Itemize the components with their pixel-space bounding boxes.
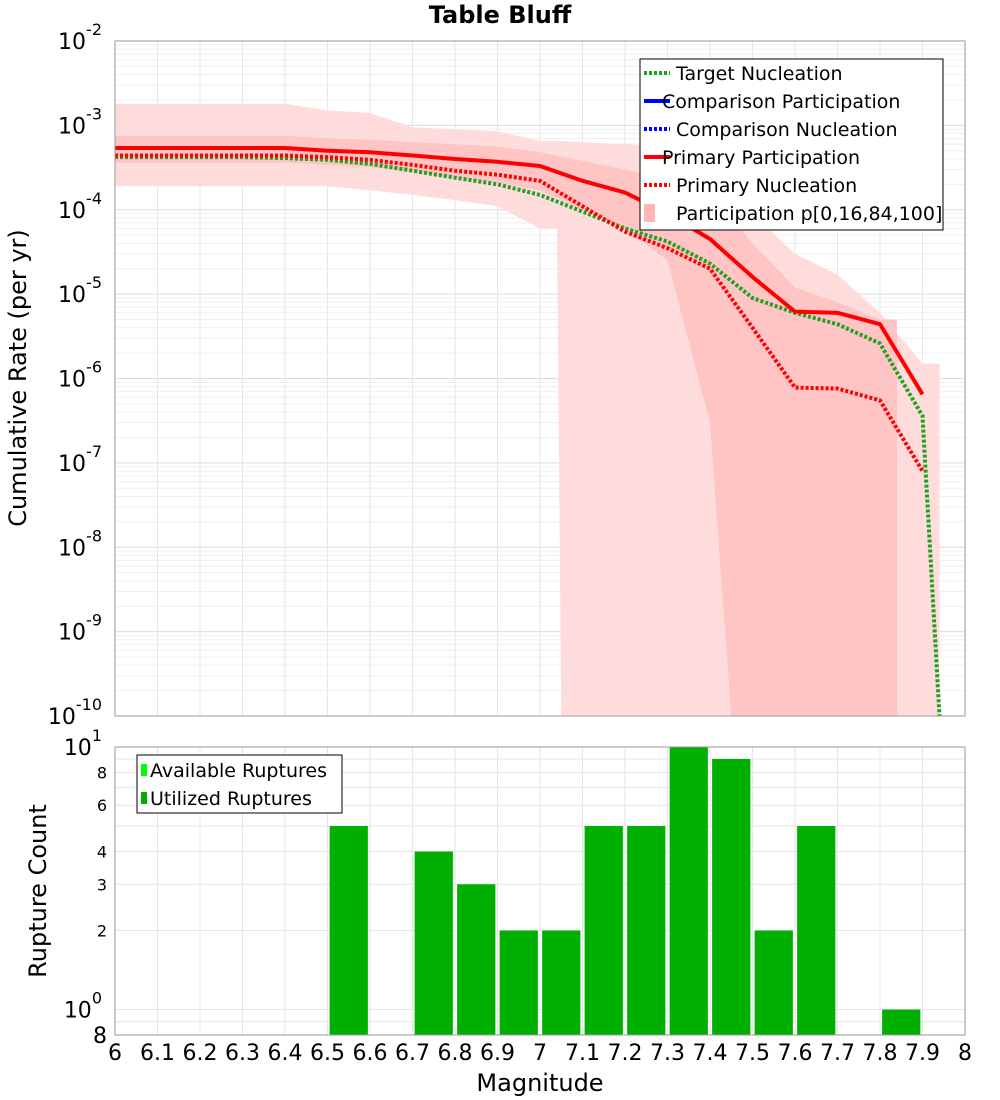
- rupture-legend: Available Ruptures Utilized Ruptures: [136, 754, 343, 814]
- y-tick-label: 101: [64, 726, 102, 761]
- x-tick-label: 7.3: [650, 1041, 685, 1066]
- rupture-bar: [669, 747, 708, 1035]
- x-tick-label: 6.8: [438, 1041, 473, 1066]
- rate-plot: 10-2 10-3 10-4 10-5 10-6 10-7 10-8 10-9 10-10 Cu…: [4, 20, 966, 730]
- y-tick-label: 3: [97, 875, 107, 894]
- rupture-bar: [499, 930, 538, 1035]
- magnitude-x-axis-label: Magnitude: [476, 1069, 603, 1097]
- legend-swatch: [141, 792, 147, 804]
- y-tick-label: 6: [97, 796, 107, 815]
- x-tick-label: 6.1: [140, 1041, 175, 1066]
- x-tick-label: 6: [108, 1041, 122, 1066]
- y-tick-label: 100: [64, 989, 102, 1024]
- y-tick-label: 10-5: [58, 273, 102, 308]
- legend-label: Comparison Nucleation: [676, 119, 898, 141]
- x-tick-label: 7.1: [565, 1041, 600, 1066]
- x-tick-label: 6.2: [183, 1041, 218, 1066]
- rupture-plot-frame: [114, 746, 966, 1036]
- rate-plot-frame: [114, 40, 966, 717]
- y-tick-label: 10-7: [58, 442, 102, 477]
- rupture-bar: [882, 1009, 921, 1035]
- y-tick-label: 10-9: [58, 611, 102, 646]
- y-tick-label: 2: [97, 922, 107, 941]
- x-tick-label: 6.9: [480, 1041, 515, 1066]
- x-tick-label: 6.4: [268, 1041, 303, 1066]
- rupture-bar: [627, 826, 666, 1035]
- rate-series-lines: [115, 145, 942, 717]
- legend-label: Available Ruptures: [150, 760, 327, 782]
- rupture-bar: [584, 826, 623, 1035]
- magnitude-x-ticks: 6 6.1 6.2 6.3 6.4 6.5 6.6 6.7 6.8 6.9 7 7.1 7.2 7.3 7.…: [108, 1041, 972, 1066]
- rupture-bar: [457, 884, 496, 1035]
- legend-label: Primary Participation: [662, 147, 860, 169]
- rupture-y-ticks: 8 6 4 3 2 8 101 100: [64, 726, 107, 1049]
- x-tick-label: 7.9: [905, 1041, 940, 1066]
- y-tick-label: 10-2: [58, 20, 102, 55]
- x-tick-label: 6.3: [225, 1041, 260, 1066]
- rupture-bar: [754, 930, 793, 1035]
- rupture-bar: [542, 930, 581, 1035]
- y-tick-label: 4: [97, 842, 107, 861]
- rupture-bar: [329, 826, 368, 1035]
- y-tick-label: 10-10: [48, 695, 102, 730]
- rate-legend: Target Nucleation Comparison Participatio…: [639, 58, 944, 231]
- y-tick-label: 8: [97, 763, 107, 782]
- x-tick-label: 6.6: [353, 1041, 388, 1066]
- participation-band: [115, 135, 897, 717]
- chart-title: Table Bluff: [429, 1, 572, 29]
- rupture-bar: [712, 759, 751, 1035]
- y-tick-label: 10-8: [58, 526, 102, 561]
- rupture-y-axis-label: Rupture Count: [24, 804, 52, 978]
- rupture-legend-box: [136, 754, 343, 814]
- legend-label: Utilized Ruptures: [150, 788, 312, 810]
- rate-y-ticks: 10-2 10-3 10-4 10-5 10-6 10-7 10-8 10-9 10-10: [48, 20, 102, 730]
- legend-label: Comparison Participation: [662, 91, 900, 113]
- series-line: [115, 153, 925, 473]
- x-tick-label: 7.6: [778, 1041, 813, 1066]
- x-tick-label: 6.5: [310, 1041, 345, 1066]
- rupture-bar: [414, 851, 453, 1035]
- x-tick-label: 7.5: [735, 1041, 770, 1066]
- x-tick-label: 6.7: [395, 1041, 430, 1066]
- series-line: [115, 145, 925, 396]
- legend-label: Participation p[0,16,84,100]: [676, 203, 942, 225]
- legend-swatch: [141, 764, 147, 776]
- legend-label: Target Nucleation: [675, 63, 843, 85]
- rate-legend-box: [639, 58, 944, 231]
- x-tick-label: 7.8: [863, 1041, 898, 1066]
- rate-y-axis-label: Cumulative Rate (per yr): [4, 229, 32, 527]
- rupture-bars: [329, 747, 921, 1035]
- participation-bands: [115, 103, 940, 717]
- x-tick-label: 8: [958, 1041, 972, 1066]
- x-tick-label: 7.7: [820, 1041, 855, 1066]
- y-tick-label: 8: [93, 1024, 107, 1049]
- legend-swatch: [644, 204, 655, 222]
- x-tick-label: 7.4: [693, 1041, 728, 1066]
- y-tick-label: 10-6: [58, 358, 102, 393]
- y-tick-label: 10-4: [58, 189, 102, 224]
- y-tick-label: 10-3: [58, 104, 102, 139]
- rupture-bar: [797, 826, 836, 1035]
- x-tick-label: 7: [533, 1041, 547, 1066]
- legend-label: Primary Nucleation: [676, 175, 857, 197]
- x-tick-label: 7.2: [608, 1041, 643, 1066]
